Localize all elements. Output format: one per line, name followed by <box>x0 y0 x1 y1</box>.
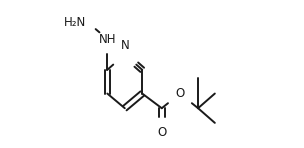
Text: N: N <box>120 39 129 52</box>
Text: H₂N: H₂N <box>64 16 86 29</box>
Text: O: O <box>157 126 166 139</box>
Text: NH: NH <box>98 33 116 46</box>
Text: O: O <box>175 87 185 100</box>
